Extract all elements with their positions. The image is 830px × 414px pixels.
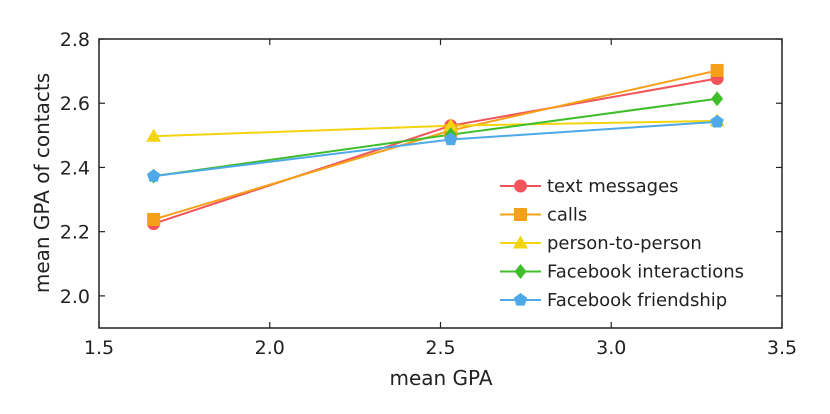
data-point: [146, 169, 161, 182]
series-line: [153, 77, 718, 225]
data-point: [444, 132, 458, 146]
x-tick-label: 2.0: [255, 337, 285, 359]
legend-marker: [513, 293, 528, 306]
x-tick-label: 3.5: [767, 337, 797, 359]
legend-label: calls: [547, 205, 587, 226]
series-lines: [153, 69, 718, 225]
x-tick-label: 2.5: [425, 337, 455, 359]
data-markers: [146, 63, 725, 231]
legend-marker: [514, 264, 527, 279]
data-point: [710, 114, 724, 128]
legend-label: text messages: [547, 176, 679, 197]
x-axis-label: mean GPA: [389, 366, 492, 390]
data-point: [147, 212, 161, 226]
x-tick-label: 1.5: [84, 337, 114, 359]
y-tick-label: 2.4: [60, 157, 90, 179]
series-line: [153, 97, 718, 178]
legend-marker: [514, 208, 527, 221]
legend-label: Facebook interactions: [547, 262, 744, 283]
y-tick-label: 2.6: [60, 93, 90, 115]
y-tick-label: 2.8: [60, 29, 90, 51]
y-axis-label: mean GPA of contacts: [30, 73, 54, 293]
axis-ticks: 1.5 2.0 2.5 3.0 3.5 2.0 2.2 2.4 2.6 2.8: [60, 29, 797, 359]
data-point: [710, 63, 724, 77]
legend-marker: [513, 235, 528, 249]
legend-label: person-to-person: [547, 233, 702, 254]
legend-label: Facebook friendship: [547, 290, 727, 311]
y-tick-label: 2.2: [60, 222, 90, 244]
legend-marker: [514, 179, 527, 193]
series-line: [153, 119, 718, 138]
y-tick-label: 2.0: [60, 286, 90, 308]
data-point: [711, 91, 724, 107]
legend: text messages calls person-to-person Facebo…: [500, 176, 744, 311]
x-tick-label: 3.0: [596, 337, 626, 359]
data-point: [443, 118, 459, 132]
plot-frame: [98, 38, 783, 329]
data-point: [146, 128, 162, 142]
